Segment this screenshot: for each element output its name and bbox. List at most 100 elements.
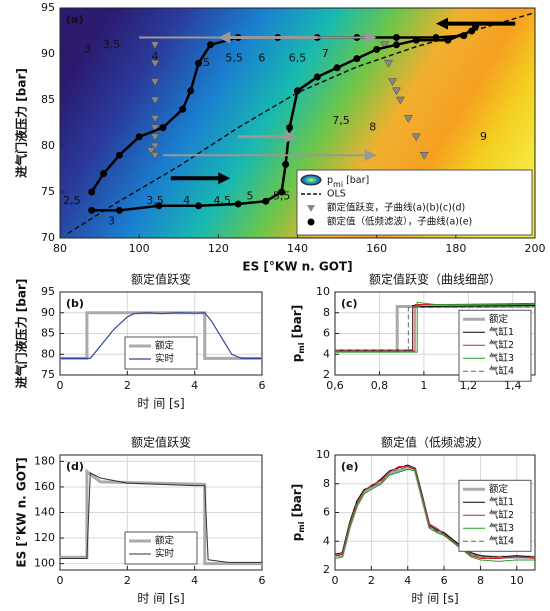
y-tick-label: 95 [41,285,55,298]
x-tick-label: 1,2 [460,379,478,392]
x-tick-label: 10 [510,574,524,587]
point [333,64,341,72]
direction-arrow-head [436,17,449,30]
chart-title: 额定值跃变（曲线细部） [369,272,501,287]
legend-label: OLS [327,189,346,200]
point [432,33,440,41]
point [234,200,242,208]
chart-title: 额定值跃变 [131,272,191,287]
y-axis-label: 进气门液压力 [bar] [14,68,29,178]
contour-label: 5 [247,190,254,203]
point [412,36,420,44]
legend-label: 气缸1 [489,326,514,338]
y-tick-label: 75 [41,368,55,381]
direction-arrow-head [364,31,377,44]
point [392,41,400,49]
point [135,133,143,141]
point [392,87,401,96]
series-line [335,301,535,353]
legend-label: 额定 [155,340,175,352]
x-tick-label: 6 [259,379,266,392]
legend-label: pmi [bar] [327,175,369,190]
point [150,151,160,160]
point [403,115,413,123]
y-tick-label: 100 [34,557,55,570]
x-tick-label: 0,6 [326,379,344,392]
y-tick-label: 8 [323,477,330,490]
y-tick-label: 70 [41,231,55,244]
series-line [335,465,535,558]
chart-title: 额定值跃变 [131,435,191,450]
point [115,151,123,159]
contour-label: 7 [322,47,329,60]
point [373,45,381,53]
x-tick-label: 140 [287,242,308,255]
legend-label: 气缸4 [489,535,514,547]
legend-label: 气缸3 [489,352,514,364]
contour-label: 9 [480,130,487,143]
point [195,59,203,67]
x-tick-label: 100 [129,242,150,255]
y-tick-label: 140 [34,506,55,519]
point [444,36,452,44]
series-line [335,468,535,562]
legend-box [124,531,198,565]
legend-swatch [307,218,315,226]
chart-title: 额定值（低频滤波） [381,435,489,450]
panel-label: (c) [341,297,358,310]
y-axis-label-part: mi [297,521,306,532]
y-tick-label: 6 [323,506,330,519]
point [468,27,476,35]
point [206,41,214,49]
point [282,160,290,168]
legend-label: 额定 [155,535,175,547]
panel-label: (b) [66,297,84,310]
legend-label: 气缸3 [489,522,514,534]
point [150,115,160,123]
y-axis-label: pmi [bar] [290,484,307,541]
x-tick-label: 200 [525,242,546,255]
x-tick-label: 4 [191,574,198,587]
point [150,124,160,133]
series-line [67,11,535,235]
point [150,133,160,142]
x-tick-label: 4 [404,574,411,587]
point [278,188,286,196]
legend-label: 气缸4 [489,365,514,377]
point [159,124,167,132]
y-tick-label: 160 [34,480,55,493]
y-axis-label-part: [bar] [290,305,304,343]
series-line [60,472,262,563]
x-tick-label: 2 [124,574,131,587]
y-tick-label: 10 [316,448,330,461]
series-line [335,306,535,351]
x-tick-label: 4 [191,379,198,392]
point [388,78,397,87]
point [294,87,301,95]
y-tick-label: 90 [41,47,55,60]
legend-label: 气缸2 [489,339,514,351]
y-axis-label: ES [°KW n. GOT] [15,457,29,567]
legend-label-part: [bar] [343,175,369,186]
point [313,73,321,81]
y-axis-label: pmi [bar] [290,305,307,362]
contour-label: 4 [183,194,190,207]
point [380,41,390,50]
point [460,32,468,40]
point [150,78,160,87]
legend-label: 气缸2 [489,509,514,521]
legend-label: 实时 [155,353,175,365]
y-tick-label: 85 [41,93,55,106]
point [395,96,405,105]
legend-label: 额定 [489,313,509,325]
point [100,170,108,178]
x-tick-label: 160 [366,242,387,255]
contour-label: 5,5 [273,190,291,203]
direction-arrow-head [218,172,231,185]
point [150,41,160,50]
x-tick-label: 6 [259,574,266,587]
x-axis-label: ES [°KW n. GOT] [242,260,352,274]
point [88,206,96,214]
point [146,147,156,156]
